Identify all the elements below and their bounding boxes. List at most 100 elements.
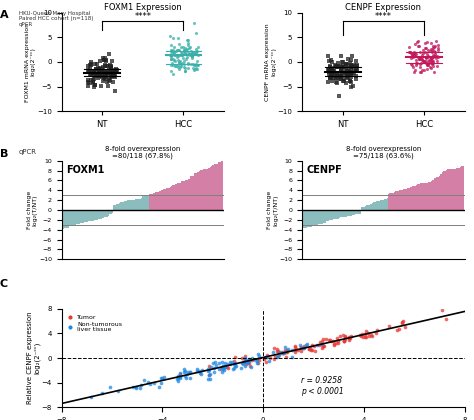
Point bbox=[111, 74, 118, 81]
Point bbox=[327, 74, 335, 80]
Bar bbox=[303, 210, 304, 228]
Point bbox=[84, 83, 92, 90]
Bar bbox=[318, 210, 319, 224]
Point bbox=[182, 55, 190, 62]
Point bbox=[422, 49, 429, 55]
Point bbox=[414, 42, 422, 49]
Point bbox=[422, 60, 429, 66]
Bar bbox=[461, 166, 463, 210]
Point bbox=[420, 66, 428, 73]
Point bbox=[345, 68, 353, 74]
Point bbox=[338, 64, 346, 71]
Tumor bbox=[242, 359, 249, 365]
Bar bbox=[406, 189, 407, 210]
Tumor bbox=[322, 336, 330, 343]
Point bbox=[87, 70, 95, 77]
Point bbox=[178, 52, 186, 58]
Point bbox=[186, 51, 193, 58]
Point bbox=[100, 64, 107, 71]
Tumor bbox=[239, 359, 246, 365]
Bar bbox=[402, 190, 403, 210]
Bar bbox=[372, 203, 373, 210]
Point bbox=[101, 75, 109, 82]
Point bbox=[91, 70, 98, 76]
Non-tumorous
liver tissue bbox=[300, 345, 307, 352]
Point bbox=[173, 47, 181, 53]
Title: FOXM1 Expression: FOXM1 Expression bbox=[104, 3, 182, 12]
Point bbox=[100, 57, 107, 63]
Point bbox=[334, 73, 341, 80]
Tumor bbox=[365, 329, 372, 336]
Non-tumorous
liver tissue bbox=[251, 357, 259, 363]
Bar bbox=[376, 201, 377, 210]
Bar bbox=[343, 210, 344, 217]
Point bbox=[422, 45, 429, 52]
Tumor bbox=[359, 334, 367, 341]
Point bbox=[167, 53, 174, 60]
Point bbox=[417, 68, 425, 75]
Non-tumorous
liver tissue bbox=[302, 341, 310, 348]
Point bbox=[99, 73, 107, 79]
Point bbox=[88, 69, 95, 76]
Tumor bbox=[357, 333, 365, 339]
Tumor bbox=[271, 344, 278, 351]
Bar bbox=[145, 196, 146, 210]
Bar bbox=[304, 210, 306, 228]
Bar bbox=[208, 168, 210, 210]
Point bbox=[97, 57, 104, 64]
Point bbox=[95, 66, 103, 72]
Tumor bbox=[239, 358, 246, 365]
Point bbox=[433, 55, 440, 61]
Tumor bbox=[248, 357, 255, 364]
Point bbox=[94, 64, 102, 71]
Bar bbox=[160, 191, 162, 210]
Point bbox=[87, 61, 95, 68]
Point bbox=[170, 34, 177, 41]
Bar bbox=[80, 210, 82, 223]
Tumor bbox=[359, 331, 366, 337]
Tumor bbox=[326, 336, 334, 343]
Point bbox=[428, 55, 435, 61]
Non-tumorous
liver tissue bbox=[230, 365, 238, 372]
Point bbox=[192, 49, 200, 55]
Point bbox=[185, 51, 193, 58]
Non-tumorous
liver tissue bbox=[304, 340, 311, 347]
Tumor bbox=[368, 333, 375, 339]
Non-tumorous
liver tissue bbox=[145, 379, 152, 386]
Tumor bbox=[365, 333, 373, 340]
Bar bbox=[71, 210, 72, 226]
Point bbox=[347, 56, 355, 63]
Point bbox=[108, 70, 115, 77]
Point bbox=[189, 49, 197, 56]
Point bbox=[330, 72, 338, 79]
Non-tumorous
liver tissue bbox=[87, 394, 94, 401]
Bar bbox=[416, 185, 417, 210]
Bar bbox=[399, 190, 401, 210]
Tumor bbox=[341, 336, 348, 342]
Non-tumorous
liver tissue bbox=[231, 360, 239, 366]
Bar bbox=[449, 169, 450, 210]
Non-tumorous
liver tissue bbox=[106, 383, 114, 390]
Bar bbox=[312, 210, 314, 226]
Bar bbox=[333, 210, 335, 219]
Non-tumorous
liver tissue bbox=[228, 359, 236, 366]
Tumor bbox=[297, 344, 304, 351]
Bar bbox=[405, 189, 406, 210]
Point bbox=[409, 50, 417, 57]
Point bbox=[419, 47, 427, 53]
Point bbox=[100, 57, 108, 64]
Bar bbox=[314, 210, 315, 226]
Bar bbox=[124, 201, 126, 210]
Tumor bbox=[291, 349, 298, 355]
Bar bbox=[446, 170, 447, 210]
Tumor bbox=[319, 343, 327, 350]
Point bbox=[102, 70, 109, 77]
Point bbox=[335, 92, 343, 99]
Legend: Tumor, Non-tumorous
liver tissue: Tumor, Non-tumorous liver tissue bbox=[65, 312, 125, 335]
Point bbox=[326, 66, 333, 73]
Point bbox=[174, 53, 182, 60]
Non-tumorous
liver tissue bbox=[181, 373, 188, 380]
Point bbox=[187, 51, 195, 58]
Point bbox=[191, 66, 199, 73]
Non-tumorous
liver tissue bbox=[253, 357, 260, 364]
